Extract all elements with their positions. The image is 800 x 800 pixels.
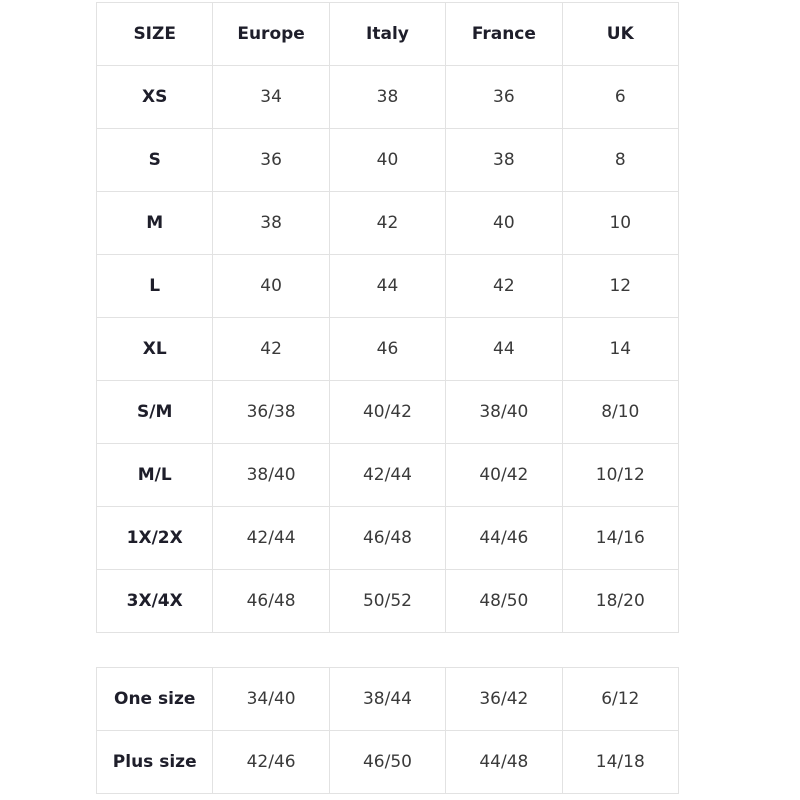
- size-value: 40: [328, 128, 447, 192]
- size-label: M/L: [95, 443, 214, 507]
- size-label: M: [95, 191, 214, 255]
- header-row: SIZE Europe Italy France UK: [95, 2, 680, 66]
- one-plus-size-table: One size 34/40 38/44 36/42 6/12 Plus size 42/4…: [95, 667, 680, 794]
- size-value: 40: [445, 191, 563, 255]
- size-value: 14: [561, 317, 680, 381]
- size-value: 34/40: [212, 667, 330, 731]
- size-value: 8: [561, 128, 680, 192]
- size-value: 10/12: [561, 443, 680, 507]
- size-value: 36: [445, 65, 563, 129]
- size-value: 38/44: [328, 667, 447, 731]
- size-label: S: [95, 128, 214, 192]
- table-row: M 38 42 40 10: [95, 191, 680, 255]
- size-label: L: [95, 254, 214, 318]
- size-label: 3X/4X: [95, 569, 214, 633]
- size-value: 40/42: [445, 443, 563, 507]
- size-value: 36: [212, 128, 330, 192]
- size-value: 38/40: [445, 380, 563, 444]
- size-value: 40/42: [328, 380, 447, 444]
- column-header: UK: [561, 2, 680, 66]
- table-row: XS 34 38 36 6: [95, 65, 680, 129]
- size-value: 46/48: [328, 506, 447, 570]
- size-value: 38: [212, 191, 330, 255]
- size-value: 42/44: [212, 506, 330, 570]
- table-row: S/M 36/38 40/42 38/40 8/10: [95, 380, 680, 444]
- size-value: 38: [445, 128, 563, 192]
- table-row: M/L 38/40 42/44 40/42 10/12: [95, 443, 680, 507]
- size-value: 42: [445, 254, 563, 318]
- size-label: Plus size: [95, 730, 214, 794]
- size-value: 46/50: [328, 730, 447, 794]
- size-value: 46: [328, 317, 447, 381]
- size-value: 14/18: [561, 730, 680, 794]
- size-value: 6/12: [561, 667, 680, 731]
- size-label: One size: [95, 667, 214, 731]
- size-value: 40: [212, 254, 330, 318]
- size-value: 38/40: [212, 443, 330, 507]
- size-label: S/M: [95, 380, 214, 444]
- size-value: 44/48: [445, 730, 563, 794]
- size-value: 48/50: [445, 569, 563, 633]
- table-row: Plus size 42/46 46/50 44/48 14/18: [95, 730, 680, 794]
- column-header: Europe: [212, 2, 330, 66]
- size-value: 36/38: [212, 380, 330, 444]
- size-value: 14/16: [561, 506, 680, 570]
- size-value: 50/52: [328, 569, 447, 633]
- table-row: 3X/4X 46/48 50/52 48/50 18/20: [95, 569, 680, 633]
- size-value: 36/42: [445, 667, 563, 731]
- size-value: 44: [445, 317, 563, 381]
- size-value: 34: [212, 65, 330, 129]
- table-row: S 36 40 38 8: [95, 128, 680, 192]
- size-value: 44/46: [445, 506, 563, 570]
- size-value: 42: [212, 317, 330, 381]
- size-label: XS: [95, 65, 214, 129]
- size-value: 8/10: [561, 380, 680, 444]
- size-label: 1X/2X: [95, 506, 214, 570]
- size-value: 44: [328, 254, 447, 318]
- size-value: 46/48: [212, 569, 330, 633]
- table-row: 1X/2X 42/44 46/48 44/46 14/16: [95, 506, 680, 570]
- size-value: 42: [328, 191, 447, 255]
- column-header: France: [445, 2, 563, 66]
- size-value: 38: [328, 65, 447, 129]
- table-row: XL 42 46 44 14: [95, 317, 680, 381]
- size-chart-table: SIZE Europe Italy France UK XS 34 38 36 6 S 36 40 38…: [95, 2, 680, 633]
- size-value: 6: [561, 65, 680, 129]
- size-value: 18/20: [561, 569, 680, 633]
- column-header: SIZE: [95, 2, 214, 66]
- size-label: XL: [95, 317, 214, 381]
- size-value: 42/44: [328, 443, 447, 507]
- table-row: L 40 44 42 12: [95, 254, 680, 318]
- size-value: 42/46: [212, 730, 330, 794]
- size-value: 12: [561, 254, 680, 318]
- size-value: 10: [561, 191, 680, 255]
- column-header: Italy: [328, 2, 447, 66]
- table-row: One size 34/40 38/44 36/42 6/12: [95, 667, 680, 731]
